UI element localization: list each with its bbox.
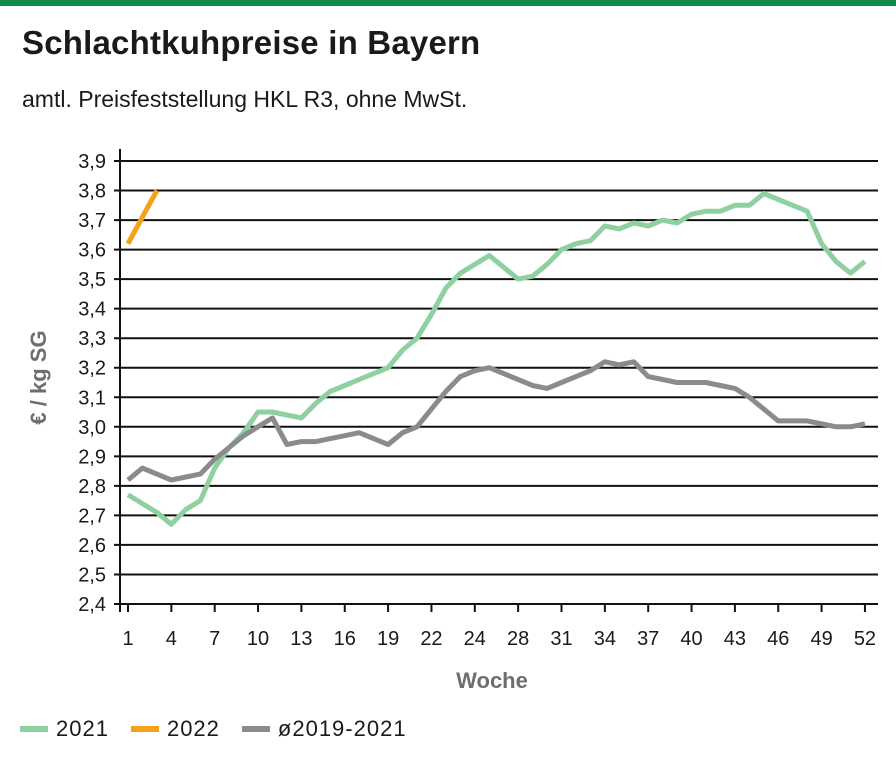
x-tick-label: 24 — [464, 628, 486, 650]
chart-subtitle: amtl. Preisfeststellung HKL R3, ohne MwS… — [22, 86, 468, 112]
y-tick-label: 2,9 — [78, 446, 106, 468]
x-tick-label: 16 — [334, 628, 356, 650]
y-tick-label: 3,2 — [78, 358, 106, 380]
legend-label-average: ø2019-2021 — [277, 716, 407, 741]
series-lines — [125, 189, 867, 527]
chart-title: Schlachtkuhpreise in Bayern — [22, 24, 481, 61]
y-tick-label: 3,8 — [78, 181, 106, 203]
x-tick-label: 4 — [166, 628, 177, 650]
legend-swatch-average — [241, 726, 270, 732]
y-tick-label: 2,7 — [78, 505, 106, 527]
x-tick-label: 34 — [594, 628, 616, 650]
legend-swatch-2021 — [20, 726, 48, 732]
x-tick-label: 52 — [854, 628, 876, 650]
y-tick-labels: 2,4 2,5 2,6 2,7 2,8 2,9 3,0 3,1 3,2 3,3 3,4 3,5 3,6 3… — [78, 151, 106, 616]
y-tick-label: 3,5 — [78, 269, 106, 291]
x-tick-label: 13 — [290, 628, 312, 650]
series-line-2021 — [126, 191, 867, 527]
series-line-2022 — [125, 189, 160, 245]
x-tick-label: 10 — [247, 628, 269, 650]
x-tick-label: 1 — [122, 628, 133, 650]
x-axis-label: Woche — [456, 668, 528, 693]
legend-item-2022: 2022 — [130, 716, 220, 742]
y-tick-label: 2,4 — [78, 594, 106, 616]
y-tick-label: 2,6 — [78, 535, 106, 557]
y-tick-label: 3,9 — [78, 151, 106, 173]
y-tick-label: 3,3 — [78, 328, 106, 350]
x-tick-label: 37 — [637, 628, 659, 650]
x-tick-label: 28 — [507, 628, 529, 650]
x-tick-label: 49 — [810, 628, 832, 650]
y-axis-label: € / kg SG — [26, 330, 51, 424]
x-tick-label: 40 — [680, 628, 702, 650]
legend: 2021 2022 ø2019-2021 — [20, 716, 407, 742]
y-tick-label: 3,7 — [78, 210, 106, 232]
legend-label-2022: 2022 — [166, 716, 220, 741]
legend-swatch-2022 — [130, 726, 159, 732]
x-tick-labels: 1 4 7 10 13 16 19 22 24 28 31 34 37 40 43 46 49 52 — [122, 628, 876, 650]
x-tick-label: 46 — [767, 628, 789, 650]
axes — [119, 149, 866, 612]
x-tick-label: 43 — [724, 628, 746, 650]
y-tick-label: 3,0 — [78, 417, 106, 439]
x-tick-label: 7 — [209, 628, 220, 650]
legend-label-2021: 2021 — [56, 716, 109, 741]
x-tick-label: 31 — [550, 628, 572, 650]
y-tick-label: 3,6 — [78, 240, 106, 262]
x-tick-label: 22 — [420, 628, 442, 650]
legend-item-average: ø2019-2021 — [241, 716, 407, 742]
legend-item-2021: 2021 — [20, 716, 109, 742]
y-tick-label: 3,4 — [78, 299, 106, 321]
x-tick-label: 19 — [377, 628, 399, 650]
grid-lines — [114, 160, 878, 605]
series-line-average — [126, 359, 866, 483]
top-accent-bar — [0, 0, 896, 6]
y-tick-label: 2,8 — [78, 476, 106, 498]
y-tick-label: 2,5 — [78, 564, 106, 586]
y-tick-label: 3,1 — [78, 387, 106, 409]
